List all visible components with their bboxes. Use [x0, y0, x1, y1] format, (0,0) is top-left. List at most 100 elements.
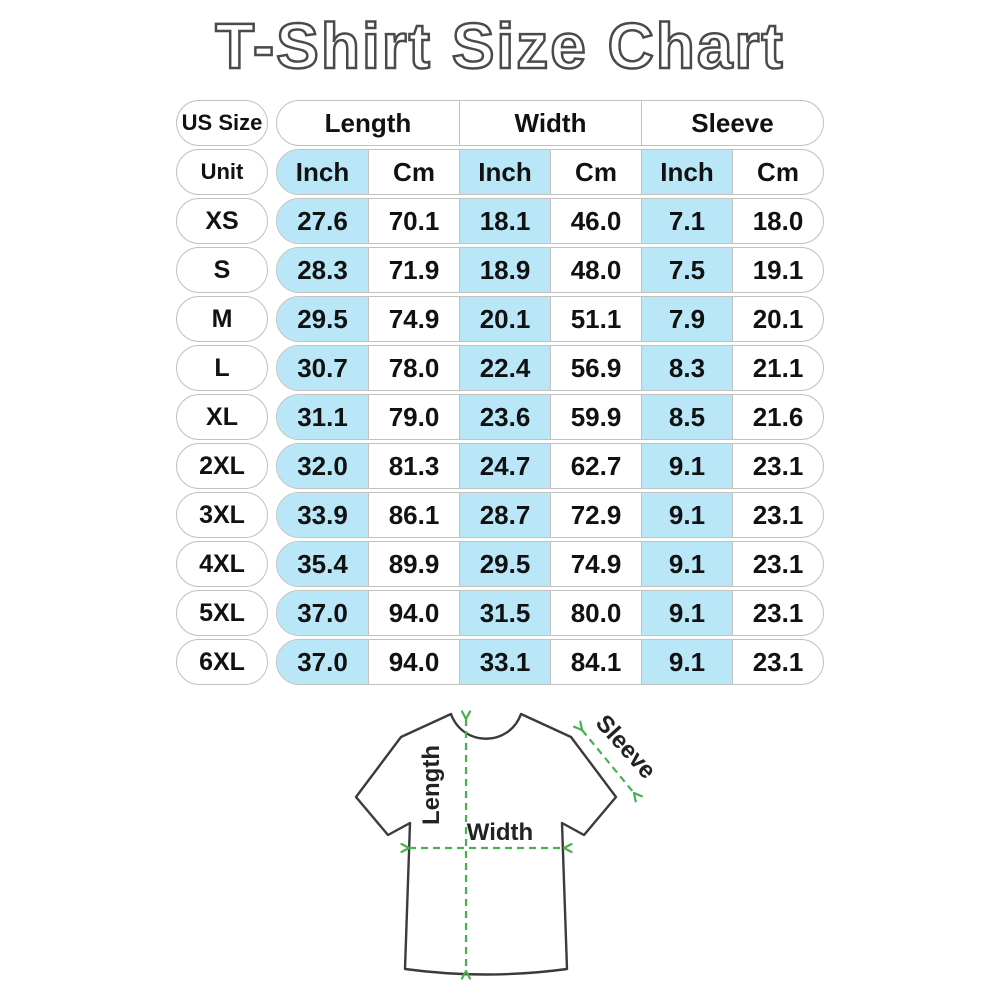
value-cell: 31.5	[459, 591, 550, 635]
table-row: M 29.5 74.9 20.1 51.1 7.9 20.1	[176, 296, 824, 342]
us-size-header: US Size	[176, 100, 268, 146]
measurement-pill: 37.0 94.0 31.5 80.0 9.1 23.1	[276, 590, 824, 636]
value-cell: 31.1	[277, 395, 368, 439]
value-cell: 28.7	[459, 493, 550, 537]
value-cell: 7.5	[641, 248, 732, 292]
unit-header-cell: Cm	[550, 150, 641, 194]
unit-header-cell: Inch	[641, 150, 732, 194]
page-title: T-Shirt Size Chart	[214, 9, 785, 84]
value-cell: 20.1	[732, 297, 823, 341]
value-cell: 9.1	[641, 542, 732, 586]
value-cell: 28.3	[277, 248, 368, 292]
value-cell: 22.4	[459, 346, 550, 390]
sleeve-arrow	[582, 730, 634, 793]
measurement-pill: 32.0 81.3 24.7 62.7 9.1 23.1	[276, 443, 824, 489]
value-cell: 20.1	[459, 297, 550, 341]
unit-header-cell: Cm	[732, 150, 823, 194]
value-cell: 89.9	[368, 542, 459, 586]
table-row: S 28.3 71.9 18.9 48.0 7.5 19.1	[176, 247, 824, 293]
value-cell: 9.1	[641, 591, 732, 635]
measure-group-header: Length Width Sleeve	[276, 100, 824, 146]
value-cell: 59.9	[550, 395, 641, 439]
value-cell: 48.0	[550, 248, 641, 292]
group-header-cell: Length	[324, 107, 412, 138]
value-cell: 7.1	[641, 199, 732, 243]
value-cell: 80.0	[550, 591, 641, 635]
width-arrow-label: Width	[467, 819, 533, 846]
value-cell: 9.1	[641, 444, 732, 488]
value-cell: 94.0	[368, 640, 459, 684]
table-row: 2XL 32.0 81.3 24.7 62.7 9.1 23.1	[176, 443, 824, 489]
table-row: 5XL 37.0 94.0 31.5 80.0 9.1 23.1	[176, 590, 824, 636]
measurement-pill: 35.4 89.9 29.5 74.9 9.1 23.1	[276, 541, 824, 587]
value-cell: 81.3	[368, 444, 459, 488]
value-cell: 56.9	[550, 346, 641, 390]
unit-header-cell: Inch	[277, 150, 368, 194]
size-cell: 4XL	[176, 541, 268, 587]
value-cell: 37.0	[277, 591, 368, 635]
table-row: 4XL 35.4 89.9 29.5 74.9 9.1 23.1	[176, 541, 824, 587]
size-cell: 6XL	[176, 639, 268, 685]
measurement-pill: 37.0 94.0 33.1 84.1 9.1 23.1	[276, 639, 824, 685]
value-cell: 33.9	[277, 493, 368, 537]
value-cell: 23.1	[732, 640, 823, 684]
value-cell: 18.1	[459, 199, 550, 243]
size-table: US Size Length Width Sleeve Unit Inch Cm Inc…	[176, 100, 824, 685]
tshirt-measurement-diagram: Length Width Sleeve	[354, 710, 661, 997]
value-cell: 70.1	[368, 199, 459, 243]
table-header-row: US Size Length Width Sleeve	[176, 100, 824, 146]
value-cell: 78.0	[368, 346, 459, 390]
value-cell: 18.9	[459, 248, 550, 292]
value-cell: 21.6	[732, 395, 823, 439]
value-cell: 33.1	[459, 640, 550, 684]
value-cell: 23.1	[732, 444, 823, 488]
size-cell: S	[176, 247, 268, 293]
size-cell: 3XL	[176, 492, 268, 538]
value-cell: 74.9	[550, 542, 641, 586]
value-cell: 23.6	[459, 395, 550, 439]
value-cell: 23.1	[732, 542, 823, 586]
value-cell: 62.7	[550, 444, 641, 488]
value-cell: 23.1	[732, 591, 823, 635]
table-row: XS 27.6 70.1 18.1 46.0 7.1 18.0	[176, 198, 824, 244]
value-cell: 7.9	[641, 297, 732, 341]
value-cell: 27.6	[277, 199, 368, 243]
value-cell: 35.4	[277, 542, 368, 586]
unit-header-cell: Inch	[459, 150, 550, 194]
value-cell: 51.1	[550, 297, 641, 341]
value-cell: 8.3	[641, 346, 732, 390]
size-cell: M	[176, 296, 268, 342]
unit-header: Unit	[176, 149, 268, 195]
unit-cells: Inch Cm Inch Cm Inch Cm	[276, 149, 824, 195]
size-cell: XL	[176, 394, 268, 440]
value-cell: 21.1	[732, 346, 823, 390]
table-row: 6XL 37.0 94.0 33.1 84.1 9.1 23.1	[176, 639, 824, 685]
value-cell: 18.0	[732, 199, 823, 243]
group-header-cell: Sleeve	[641, 101, 823, 145]
length-arrow-label: Length	[418, 745, 445, 825]
size-cell: XS	[176, 198, 268, 244]
value-cell: 30.7	[277, 346, 368, 390]
measurement-pill: 31.1 79.0 23.6 59.9 8.5 21.6	[276, 394, 824, 440]
measurement-pill: 30.7 78.0 22.4 56.9 8.3 21.1	[276, 345, 824, 391]
value-cell: 19.1	[732, 248, 823, 292]
value-cell: 32.0	[277, 444, 368, 488]
measurement-pill: 33.9 86.1 28.7 72.9 9.1 23.1	[276, 492, 824, 538]
measurement-pill: 29.5 74.9 20.1 51.1 7.9 20.1	[276, 296, 824, 342]
sleeve-arrow-label: Sleeve	[590, 710, 661, 785]
table-row: L 30.7 78.0 22.4 56.9 8.3 21.1	[176, 345, 824, 391]
size-cell: 5XL	[176, 590, 268, 636]
value-cell: 23.1	[732, 493, 823, 537]
value-cell: 37.0	[277, 640, 368, 684]
value-cell: 46.0	[550, 199, 641, 243]
table-body: XS 27.6 70.1 18.1 46.0 7.1 18.0 S 28.3 71.9 18.9 48…	[176, 198, 824, 685]
value-cell: 72.9	[550, 493, 641, 537]
value-cell: 29.5	[277, 297, 368, 341]
size-cell: 2XL	[176, 443, 268, 489]
value-cell: 9.1	[641, 493, 732, 537]
value-cell: 86.1	[368, 493, 459, 537]
measurement-pill: 27.6 70.1 18.1 46.0 7.1 18.0	[276, 198, 824, 244]
table-unit-row: Unit Inch Cm Inch Cm Inch Cm	[176, 149, 824, 195]
value-cell: 84.1	[550, 640, 641, 684]
